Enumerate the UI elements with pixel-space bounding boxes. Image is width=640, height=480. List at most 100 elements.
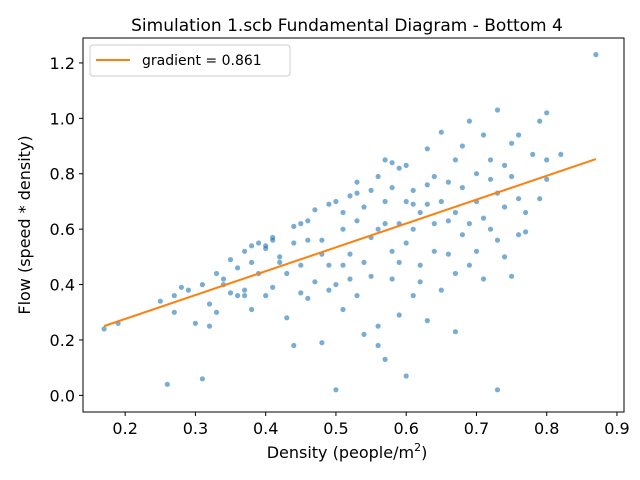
scatter-point — [305, 295, 311, 301]
scatter-point — [199, 376, 205, 382]
scatter-point — [473, 171, 480, 177]
scatter-point — [494, 387, 501, 393]
scatter-point — [396, 312, 402, 318]
scatter-point — [164, 381, 170, 387]
scatter-point — [249, 259, 255, 265]
plot-marks — [101, 52, 599, 393]
scatter-point — [452, 209, 458, 216]
scatter-point — [389, 185, 395, 191]
scatter-point — [431, 221, 437, 227]
scatter-point — [537, 196, 543, 202]
scatter-point — [227, 290, 234, 296]
x-axis: 0.2 0.3 0.4 0.5 0.6 0.7 0.8 0.9 — [112, 412, 630, 438]
scatter-point — [494, 107, 501, 113]
scatter-point — [157, 298, 163, 304]
scatter-point — [417, 209, 423, 216]
x-axis-label: Density (people/m2) — [267, 441, 428, 462]
scatter-point — [340, 262, 346, 268]
scatter-point — [291, 223, 297, 229]
scatter-point — [312, 207, 318, 213]
scatter-point — [354, 190, 360, 196]
scatter-point — [213, 270, 220, 277]
scatter-point — [459, 232, 465, 238]
scatter-point — [466, 118, 472, 124]
x-tick-label: 0.5 — [323, 419, 348, 438]
scatter-point — [270, 234, 276, 241]
scatter-point — [249, 243, 255, 249]
scatter-point — [227, 257, 234, 263]
scatter-point — [502, 162, 508, 168]
scatter-point — [410, 293, 416, 299]
scatter-point — [171, 293, 177, 299]
scatter-point — [199, 282, 205, 288]
scatter-point — [347, 276, 353, 282]
y-axis-label: Flow (speed * density) — [15, 135, 34, 314]
x-axis-label-close: ) — [421, 443, 427, 462]
scatter-point — [523, 209, 529, 216]
scatter-point — [333, 387, 339, 393]
scatter-point — [487, 226, 494, 232]
scatter-point — [382, 356, 388, 362]
scatter-point — [516, 232, 522, 238]
scatter-point — [417, 279, 423, 285]
scatter-point — [396, 259, 402, 265]
legend-label: gradient = 0.861 — [142, 53, 262, 69]
scatter-point — [389, 248, 395, 254]
x-tick-label: 0.8 — [534, 419, 559, 438]
scatter-point — [389, 276, 395, 282]
scatter-point — [263, 293, 269, 299]
scatter-point — [410, 226, 416, 232]
scatter-point — [375, 226, 381, 232]
legend-frame — [89, 44, 291, 77]
scatter-point — [354, 293, 360, 299]
scatter-point — [523, 229, 529, 235]
scatter-point — [593, 52, 599, 58]
x-axis-label-superscript: 2 — [414, 441, 421, 454]
x-tick-label: 0.9 — [604, 419, 629, 438]
scatter-point — [438, 129, 444, 135]
scatter-point — [502, 204, 508, 210]
scatter-point — [333, 198, 339, 205]
scatter-point — [480, 276, 487, 282]
y-tick-label: 0.6 — [50, 220, 75, 239]
scatter-point — [459, 185, 465, 191]
scatter-point — [326, 201, 332, 207]
scatter-point — [530, 151, 536, 157]
legend: gradient = 0.861 — [89, 44, 291, 77]
scatter-point — [326, 262, 332, 268]
scatter-point — [213, 309, 220, 315]
scatter-point — [466, 221, 472, 227]
scatter-point — [487, 176, 494, 182]
scatter-point — [284, 270, 290, 277]
scatter-point — [361, 204, 367, 210]
scatter-point — [445, 251, 451, 257]
scatter-point — [347, 251, 353, 257]
scatter-point — [319, 340, 325, 346]
scatter-point — [340, 306, 346, 313]
x-tick-label: 0.7 — [464, 419, 489, 438]
scatter-point — [396, 165, 402, 171]
y-tick-label: 1.2 — [50, 54, 75, 73]
y-tick-label: 1.0 — [50, 109, 75, 128]
scatter-point — [382, 198, 388, 205]
scatter-point — [431, 173, 437, 180]
scatter-point — [480, 215, 487, 221]
scatter-point — [403, 198, 409, 205]
scatter-point — [319, 237, 325, 243]
scatter-point — [326, 287, 332, 293]
scatter-point — [242, 293, 248, 299]
x-axis-label-main: Density (people/m — [267, 443, 414, 462]
x-tick-label: 0.4 — [253, 419, 278, 438]
scatter-point — [424, 318, 430, 324]
scatter-point — [235, 293, 241, 299]
y-tick-label: 0.2 — [50, 331, 75, 350]
scatter-point — [291, 342, 297, 349]
scatter-point — [185, 287, 191, 293]
scatter-point — [361, 331, 367, 337]
y-axis: 0.0 0.2 0.4 0.6 0.8 1.0 1.2 — [50, 54, 83, 405]
scatter-point — [361, 259, 367, 265]
scatter-point — [277, 259, 283, 265]
scatter-point — [544, 110, 550, 116]
y-tick-label: 0.0 — [50, 386, 75, 405]
scatter-point — [544, 157, 550, 163]
